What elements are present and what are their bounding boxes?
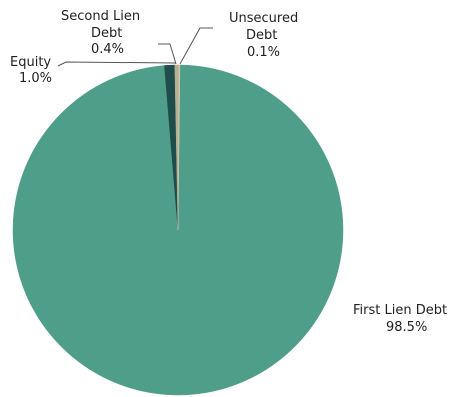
label-first-lien-name: First Lien Debt <box>353 303 447 318</box>
label-second-lien-debt: Second Lien Debt 0.4% <box>61 9 140 57</box>
leader-line-equity <box>57 61 177 67</box>
label-unsecured-line2: Debt <box>246 28 277 43</box>
label-equity-value: 1.0% <box>19 71 52 86</box>
leader-lines <box>57 27 213 67</box>
label-unsecured-value: 0.1% <box>247 45 280 60</box>
slice-unsecured-debt <box>177 64 181 231</box>
label-second-lien-value: 0.4% <box>91 42 124 57</box>
leader-line-unsecured <box>179 27 213 65</box>
label-unsecured-line1: Unsecured <box>229 11 298 26</box>
label-equity-name: Equity <box>10 55 51 70</box>
leader-line-second-lien <box>158 43 177 65</box>
label-second-lien-line1: Second Lien <box>61 9 140 24</box>
pie-slices <box>12 64 344 396</box>
label-unsecured-debt: Unsecured Debt 0.1% <box>229 11 298 60</box>
label-first-lien-value: 98.5% <box>386 320 427 335</box>
label-second-lien-line2: Debt <box>91 26 122 41</box>
label-equity: Equity 1.0% <box>10 55 52 86</box>
label-first-lien-debt: First Lien Debt 98.5% <box>353 303 447 335</box>
